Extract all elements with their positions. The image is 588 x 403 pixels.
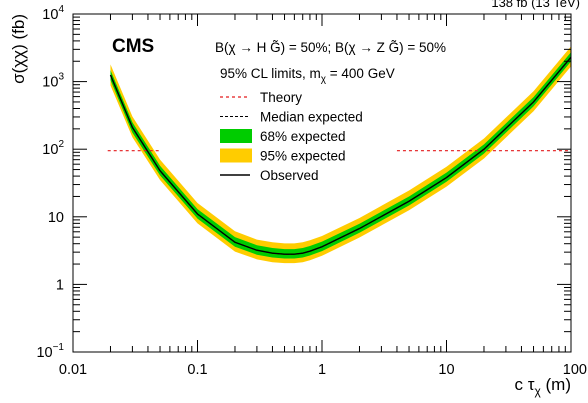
y-tick-label-base: 10 [42,75,58,91]
y-tick-label-exp: 2 [58,139,64,150]
x-tick-label: 100 [563,362,587,378]
y-tick-label-base: 1 [56,277,64,293]
y-tick-label-exp: 3 [58,72,64,83]
x-tick-label: 1 [318,362,326,378]
limit-lines [107,56,572,255]
legend-label: 68% expected [260,129,346,144]
legend-label: Median expected [260,110,363,125]
y-tick-label-base: 10 [42,142,58,158]
axis-ticks [72,14,571,353]
y-tick-label: 10−1 [36,342,64,361]
cl-text-sub: χ [321,74,327,85]
y-tick-label-exp: −1 [53,342,65,353]
x-tick-label: 10 [438,362,454,378]
observed-line [109,56,572,255]
x-tick-label: 0.1 [187,362,207,378]
legend: Theory Median expected 68% expected 95% exp… [220,90,363,183]
legend-label: 95% expected [260,149,346,164]
y-tick-label-base: 10 [36,345,52,361]
x-axis-label-sub: χ [534,384,541,398]
y-axis-label: σ(χχ) (fb) [9,14,28,84]
y-tick-label-base: 10 [48,210,64,226]
band-68-expected [110,52,571,259]
y-tick-label-base: 10 [42,7,58,23]
y-tick-label-exp: 4 [58,4,64,15]
luminosity-header: 138 fb (13 TeV) [491,0,580,10]
limit-bands [110,46,571,264]
cl-text-value: = 400 GeV [326,66,395,81]
y-tick-label: 102 [42,139,64,158]
legend-symbol-95 [220,148,252,163]
model-text: B(χ → H G̃) = 50%; B(χ → Z G̃) = 50% [215,40,446,55]
legend-label: Observed [260,168,319,183]
y-tick-label: 104 [42,4,64,23]
legend-symbol-68 [220,129,252,143]
x-axis-label: c τχ (m) [515,375,571,398]
y-tick-label: 1 [56,277,64,293]
cl-text-main: 95% CL limits, m [220,66,321,81]
legend-label: Theory [260,90,302,105]
x-axis-label-main: c τ [515,375,535,394]
cl-text: 95% CL limits, mχ = 400 GeV [220,66,395,85]
y-tick-label: 103 [42,72,64,91]
y-tick-label: 10 [48,210,64,226]
plot-frame [72,13,572,353]
x-axis-label-unit: (m) [541,375,571,394]
experiment-label: CMS [112,36,154,57]
x-tick-label: 0.01 [59,362,87,378]
